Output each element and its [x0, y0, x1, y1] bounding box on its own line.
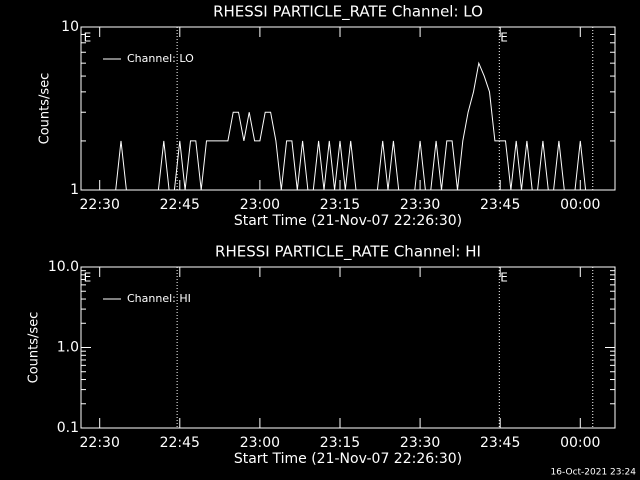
y-tick-label: 1	[70, 182, 79, 198]
legend-label: Channel: HI	[127, 292, 191, 305]
y-tick-label: 10	[61, 19, 79, 35]
x-axis-label: Start Time (21-Nov-07 22:26:30)	[234, 213, 462, 229]
x-tick-label: 23:45	[480, 197, 520, 213]
legend-label: Channel: LO	[127, 52, 194, 65]
x-tick-label: 23:00	[240, 435, 280, 451]
annotation: E	[84, 271, 92, 285]
annotation: E	[84, 31, 92, 45]
x-tick-label: 23:30	[400, 435, 440, 451]
x-tick-label: 22:30	[80, 197, 120, 213]
x-tick-label: 23:15	[320, 435, 360, 451]
y-axis-label: Counts/sec	[38, 73, 53, 145]
x-tick-label: 23:45	[480, 435, 520, 451]
y-tick-label: 1.0	[57, 340, 79, 356]
x-axis-label: Start Time (21-Nov-07 22:26:30)	[234, 451, 462, 467]
x-tick-label: 00:00	[560, 197, 600, 213]
data-line	[83, 61, 613, 191]
annotation: E	[500, 31, 508, 45]
x-tick-label: 23:15	[320, 197, 360, 213]
x-tick-label: 23:30	[400, 197, 440, 213]
chart-title: RHESSI PARTICLE_RATE Channel: LO	[213, 3, 483, 22]
plot-frame	[80, 26, 616, 191]
y-tick-label: 0.1	[57, 420, 79, 436]
footer-date: 16-Oct-2021 23:24	[551, 468, 637, 478]
y-axis-label: Counts/sec	[27, 312, 42, 384]
x-tick-label: 22:30	[80, 435, 120, 451]
annotation: E	[500, 271, 508, 285]
chart-title: RHESSI PARTICLE_RATE Channel: HI	[215, 243, 481, 262]
x-tick-label: 23:00	[240, 197, 280, 213]
x-tick-label: 22:45	[160, 435, 200, 451]
x-tick-label: 00:00	[560, 435, 600, 451]
x-tick-label: 22:45	[160, 197, 200, 213]
y-tick-label: 10.0	[48, 259, 79, 275]
